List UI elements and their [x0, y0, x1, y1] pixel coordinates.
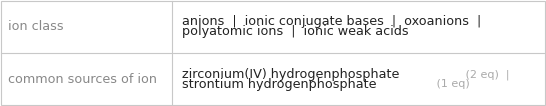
- Text: polyatomic ions  |  ionic weak acids: polyatomic ions | ionic weak acids: [182, 25, 408, 38]
- Text: zirconium(IV) hydrogenphosphate: zirconium(IV) hydrogenphosphate: [182, 68, 399, 81]
- Text: common sources of ion: common sources of ion: [8, 73, 157, 86]
- Text: strontium hydrogenphosphate: strontium hydrogenphosphate: [182, 78, 377, 91]
- Text: (1 eq): (1 eq): [433, 80, 470, 89]
- Text: anions  |  ionic conjugate bases  |  oxoanions  |: anions | ionic conjugate bases | oxoanio…: [182, 15, 481, 28]
- Text: (2 eq)  |: (2 eq) |: [462, 69, 510, 80]
- Text: ion class: ion class: [8, 20, 64, 33]
